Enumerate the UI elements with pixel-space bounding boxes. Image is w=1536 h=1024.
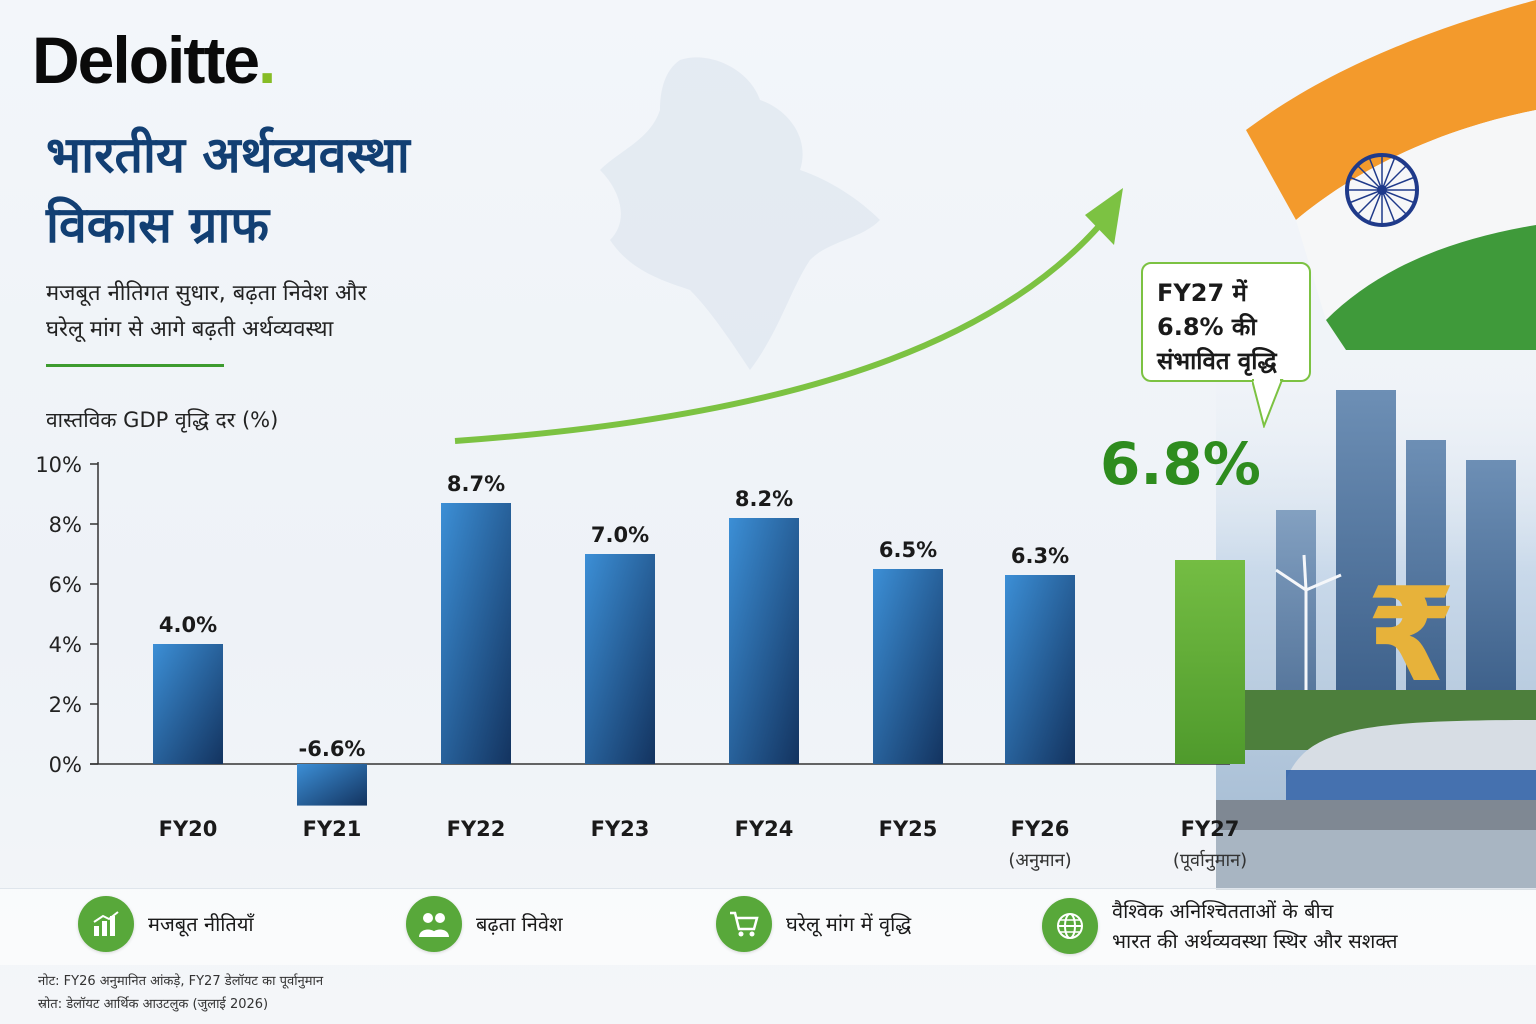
footnote: नोट: FY26 अनुमानित आंकड़े, FY27 डेलॉयट क… — [38, 970, 323, 1016]
data-label: 6.3% — [1011, 544, 1069, 568]
feature-label: बढ़ता निवेश — [476, 912, 563, 936]
bar-fy25 — [873, 569, 943, 764]
x-tick-label: FY22 — [447, 817, 506, 841]
fy27-highlight-value: 6.8% — [1100, 430, 1261, 498]
page-title: भारतीय अर्थव्यवस्था विकास ग्राफ — [46, 126, 410, 254]
bar-chart-icon — [78, 896, 134, 952]
cart-icon — [716, 896, 772, 952]
data-label: 6.5% — [879, 538, 937, 562]
data-label: 4.0% — [159, 613, 217, 637]
x-tick-label: FY25 — [879, 817, 938, 841]
feature-label: मजबूत नीतियाँ — [148, 912, 254, 936]
feature-label: घरेलू मांग में वृद्धि — [786, 912, 912, 936]
x-tick-label: FY20 — [159, 817, 218, 841]
feature-stable-economy: वैश्विक अनिश्चितताओं के बीच भारत की अर्थ… — [1042, 896, 1398, 956]
y-tick-label: 2% — [49, 693, 82, 717]
y-tick-label: 10% — [35, 453, 82, 477]
bar-fy27 — [1175, 560, 1245, 764]
source-text: स्रोत: डेलॉयट आर्थिक आउटलुक (जुलाई 2026) — [38, 997, 269, 1012]
bar-fy24 — [729, 518, 799, 764]
note-text: नोट: FY26 अनुमानित आंकड़े, FY27 डेलॉयट क… — [38, 974, 324, 989]
y-tick-label: 4% — [49, 633, 82, 657]
data-label: 8.2% — [735, 487, 793, 511]
forecast-callout: FY27 में 6.8% की संभावित वृद्धि — [1141, 262, 1311, 382]
x-tick-label: FY26 — [1011, 817, 1070, 841]
x-tick-label: FY24 — [735, 817, 794, 841]
bar-fy21 — [297, 764, 367, 806]
gdp-bar-chart: 0% 2% 4% 6% 8% 10% 4.0% FY20 -6.6% FY21 8.7% FY22 7… — [35, 188, 1247, 871]
growth-arrowhead — [1085, 188, 1123, 245]
feature-strong-policies: मजबूत नीतियाँ — [78, 896, 254, 952]
page-subtitle: मजबूत नीतिगत सुधार, बढ़ता निवेश और घरेलू… — [46, 281, 367, 342]
x-tick-label: FY21 — [303, 817, 362, 841]
x-tick-label: FY27 — [1181, 817, 1240, 841]
globe-icon — [1042, 898, 1098, 954]
bar-fy22 — [441, 503, 511, 764]
bar-fy20 — [153, 644, 223, 764]
ashoka-chakra-icon — [1345, 153, 1419, 227]
feature-label: वैश्विक अनिश्चितताओं के बीच भारत की अर्थ… — [1112, 899, 1398, 953]
people-icon — [406, 896, 462, 952]
city-skyline-illustration: ₹ — [1216, 360, 1536, 890]
india-map-icon — [600, 57, 880, 370]
feature-domestic-demand: घरेलू मांग में वृद्धि — [716, 896, 911, 952]
indian-flag-icon — [1246, 0, 1536, 350]
y-axis-label: वास्तविक GDP वृद्धि दर (%) — [46, 408, 279, 432]
data-label: 8.7% — [447, 472, 505, 496]
callout-tail — [1252, 378, 1284, 428]
title-divider — [46, 364, 224, 367]
x-tick-note: (पूर्वानुमान) — [1173, 849, 1247, 871]
bar-fy23 — [585, 554, 655, 764]
data-label: -6.6% — [299, 737, 366, 761]
x-tick-note: (अनुमान) — [1008, 850, 1071, 871]
data-label: 7.0% — [591, 523, 649, 547]
y-tick-label: 8% — [49, 513, 82, 537]
feature-rising-investment: बढ़ता निवेश — [406, 896, 563, 952]
growth-arrow — [454, 223, 1103, 444]
callout-text: FY27 में 6.8% की संभावित वृद्धि — [1157, 279, 1277, 375]
deloitte-logo: Deloitte. — [32, 23, 276, 97]
bar-fy26 — [1005, 575, 1075, 764]
y-tick-label: 0% — [49, 753, 82, 777]
y-tick-label: 6% — [49, 573, 82, 597]
x-tick-label: FY23 — [591, 817, 650, 841]
rupee-icon: ₹ — [1366, 559, 1456, 711]
